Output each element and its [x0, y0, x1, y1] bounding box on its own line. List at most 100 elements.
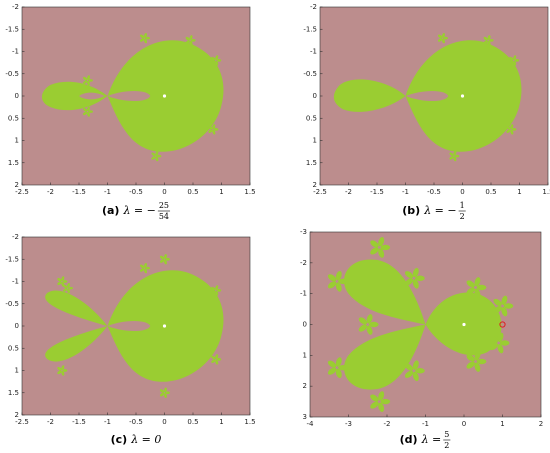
- y-tick-label: 2: [15, 411, 19, 419]
- x-tick-label: -2: [345, 188, 352, 196]
- y-tick-label: -1.5: [5, 25, 19, 33]
- y-tick-label: 2: [313, 181, 317, 189]
- flower-petal: [335, 282, 342, 292]
- flower-petal: [57, 366, 62, 371]
- x-tick-label: 0: [162, 188, 166, 196]
- flower-petal: [493, 298, 502, 307]
- flower-petal: [163, 393, 167, 398]
- x-tick-label: 1.5: [244, 418, 255, 426]
- flower-petal: [487, 35, 491, 40]
- flower-petal: [86, 106, 90, 112]
- x-tick-label: 2: [539, 420, 543, 428]
- flower-petal: [412, 267, 419, 278]
- flower-petal: [327, 281, 337, 289]
- x-tick-label: -2.5: [15, 418, 29, 426]
- flower-petal: [380, 244, 391, 251]
- y-tick-label: 0: [313, 92, 317, 100]
- flower-petal: [499, 340, 510, 346]
- highlight-point: [499, 321, 506, 328]
- caption-label: (d): [400, 433, 418, 446]
- flower-petal: [503, 303, 514, 309]
- flower-petal: [143, 268, 147, 274]
- flower-petal: [151, 156, 156, 160]
- flower-petal: [453, 150, 457, 156]
- caption-label: (b): [402, 204, 420, 217]
- x-tick-label: -0.5: [129, 188, 143, 196]
- flower-petal: [335, 270, 342, 281]
- flower-petal: [215, 354, 219, 359]
- flower-petal: [159, 389, 165, 393]
- x-tick-label: -1: [104, 188, 111, 196]
- x-tick-label: 0.5: [187, 418, 198, 426]
- caption-numerator: 1: [460, 201, 465, 210]
- x-tick-label: 1: [219, 188, 223, 196]
- flower-petal: [57, 281, 62, 286]
- flower-petal: [165, 257, 170, 261]
- flower-petal: [61, 365, 65, 370]
- flower-petal: [213, 128, 219, 131]
- flower-petal: [438, 38, 443, 42]
- x-tick-label: 1: [500, 420, 504, 428]
- flower-petal: [83, 111, 88, 116]
- flower-petal: [185, 36, 190, 41]
- caption-numerator: 25: [159, 201, 169, 210]
- flower-petal: [327, 274, 337, 282]
- flower-petal: [327, 360, 337, 368]
- y-tick-label: 0: [15, 92, 19, 100]
- x-tick-label: -4: [307, 420, 315, 428]
- y-tick-label: 0.5: [306, 114, 317, 122]
- x-tick-label: -0.5: [427, 188, 441, 196]
- flower-petal: [474, 277, 481, 287]
- flower-petal: [208, 125, 213, 130]
- flower-petal: [189, 35, 193, 40]
- caption-text: λ = −: [423, 204, 456, 217]
- flower-petal: [489, 342, 498, 351]
- flower-petal: [165, 391, 170, 395]
- fixed-point: [162, 94, 167, 98]
- flower-petal: [67, 288, 71, 294]
- flower-petal: [145, 266, 150, 270]
- flower-petal: [62, 280, 68, 283]
- flower-petal: [415, 275, 425, 281]
- flower-petal: [140, 264, 145, 269]
- flower-petal: [483, 40, 488, 44]
- flower-petal: [215, 290, 219, 296]
- flower-petal: [211, 290, 216, 294]
- flower-petal: [378, 237, 385, 247]
- y-tick-label: -0.5: [303, 70, 317, 78]
- y-tick-label: 1: [313, 137, 317, 145]
- flower-petal: [338, 364, 348, 371]
- basin-region: [41, 81, 108, 111]
- flower-petal: [513, 60, 517, 66]
- flower-petal: [88, 79, 93, 82]
- flower-petal: [404, 271, 414, 279]
- flower-petal: [335, 357, 342, 367]
- basin-region: [344, 324, 426, 390]
- flower-petal: [476, 358, 487, 365]
- flower-petal: [366, 325, 373, 335]
- x-tick-label: 1: [517, 188, 521, 196]
- flower-petal: [412, 371, 419, 382]
- x-tick-label: 1.5: [542, 188, 550, 196]
- flower-petal: [163, 387, 167, 393]
- y-tick-label: -1.5: [303, 25, 317, 33]
- flower-petal: [145, 36, 150, 40]
- flower-petal: [506, 125, 511, 130]
- flower-petal: [497, 344, 504, 354]
- flower-petal: [68, 286, 73, 290]
- flower-petal: [211, 286, 216, 291]
- flower-petal: [510, 124, 514, 129]
- x-tick-label: 0: [462, 420, 466, 428]
- flower-petal: [489, 335, 498, 344]
- flower-petal: [466, 361, 475, 369]
- flower-petal: [215, 60, 219, 66]
- x-tick-label: -2: [47, 188, 54, 196]
- y-tick-label: 0: [303, 321, 307, 329]
- flower-petal: [83, 108, 88, 112]
- flower-petal: [159, 255, 165, 260]
- x-tick-label: -3: [345, 420, 352, 428]
- panel: -4 -3 -2 -1 0 1 2 -3 -2 -1 0 1 2 3 (d) λ = 5 2: [300, 228, 543, 450]
- flower-petal: [441, 38, 445, 44]
- x-tick-label: 0.5: [485, 188, 496, 196]
